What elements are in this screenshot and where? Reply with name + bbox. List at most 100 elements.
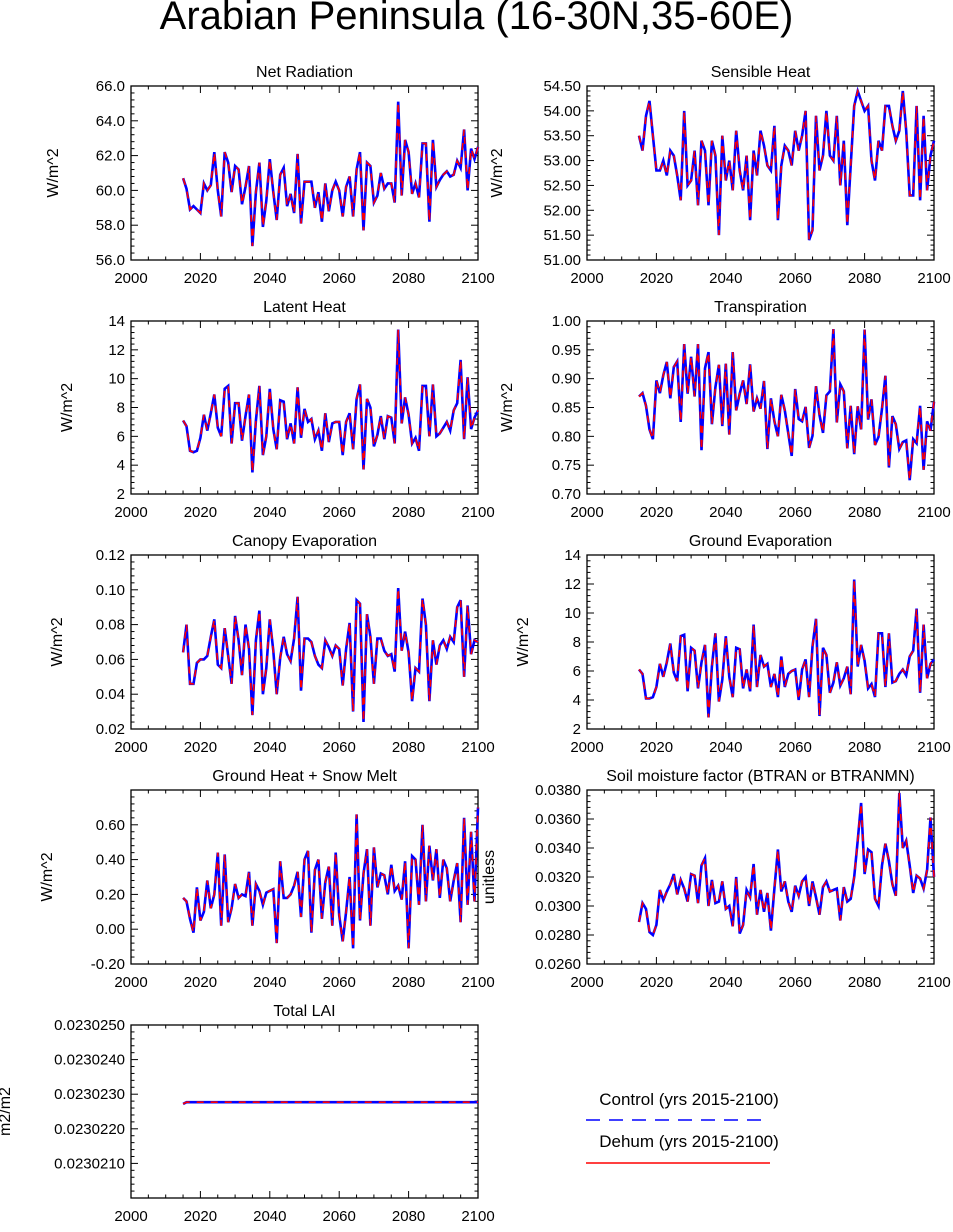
figure-title: Arabian Peninsula (16-30N,35-60E) — [159, 0, 794, 38]
y-tick-label: 0.00 — [96, 921, 125, 938]
x-tick-label: 2100 — [461, 270, 494, 287]
y-tick-label: 0.95 — [552, 342, 581, 359]
x-tick-label: 2100 — [917, 270, 950, 287]
y-tick-label: 10 — [108, 371, 125, 388]
y-tick-label: 6 — [117, 428, 125, 445]
panel-title: Total LAI — [273, 1003, 335, 1020]
y-tick-label: 52.50 — [543, 177, 581, 194]
panel-title: Canopy Evaporation — [232, 533, 377, 550]
control-series-line — [638, 329, 936, 481]
x-tick-label: 2060 — [779, 270, 812, 287]
control-series-line — [181, 101, 480, 247]
y-tick-label: 0.20 — [96, 886, 125, 903]
y-tick-label: 53.00 — [543, 153, 581, 170]
x-tick-label: 2020 — [184, 974, 217, 991]
y-tick-label: 0.0300 — [535, 898, 581, 915]
panel-title: Net Radiation — [256, 64, 353, 81]
x-tick-label: 2020 — [184, 1208, 217, 1225]
x-tick-label: 2040 — [709, 974, 742, 991]
x-tick-label: 2060 — [323, 739, 356, 756]
x-tick-label: 2020 — [640, 504, 673, 521]
control-series-line — [182, 1100, 478, 1106]
x-tick-label: 2040 — [253, 974, 286, 991]
y-axis-label: m2/m2 — [0, 1087, 14, 1136]
dehum-series-line — [182, 588, 479, 723]
y-tick-label: 0.0230210 — [54, 1155, 125, 1172]
plot-frame — [130, 320, 479, 495]
y-tick-label: 62.0 — [96, 148, 125, 165]
dehum-series-line — [638, 329, 935, 481]
y-tick-label: 0.0340 — [535, 840, 581, 857]
x-tick-label: 2100 — [917, 504, 950, 521]
y-tick-label: 2 — [117, 486, 125, 503]
x-tick-label: 2000 — [114, 270, 147, 287]
x-tick-label: 2000 — [570, 270, 603, 287]
x-tick-label: 2100 — [461, 974, 494, 991]
y-tick-label: 0.0280 — [535, 927, 581, 944]
control-series-line — [181, 588, 479, 723]
x-tick-label: 2060 — [323, 270, 356, 287]
y-tick-label: 66.0 — [96, 78, 125, 95]
y-axis-label: W/m^2 — [499, 383, 516, 432]
y-tick-label: 64.0 — [96, 113, 125, 130]
legend: Control (yrs 2015-2100) Dehum (yrs 2015-2… — [586, 1090, 779, 1164]
chart-panel-6: Ground Evaporation W/m^2 2000 2020 2040 2060 2… — [515, 533, 951, 756]
y-axis-label: unitless — [481, 850, 498, 904]
y-tick-label: 0.12 — [96, 547, 125, 564]
control-series-line — [637, 792, 936, 938]
x-tick-label: 2020 — [640, 974, 673, 991]
y-tick-label: 0.0380 — [535, 782, 581, 799]
y-tick-label: 0.40 — [96, 852, 125, 869]
x-tick-label: 2060 — [323, 504, 356, 521]
y-tick-label: 0.06 — [96, 651, 125, 668]
y-tick-label: 0.08 — [96, 617, 125, 634]
x-tick-label: 2080 — [848, 504, 881, 521]
y-tick-label: 0.0230220 — [54, 1121, 125, 1138]
x-tick-label: 2080 — [848, 974, 881, 991]
dehum-series-line — [638, 792, 935, 937]
y-tick-label: 0.10 — [96, 582, 125, 599]
panel-title: Ground Heat + Snow Melt — [212, 768, 397, 785]
y-axis-label: W/m^2 — [45, 148, 62, 197]
y-tick-label: 12 — [564, 576, 581, 593]
y-axis-label: W/m^2 — [39, 852, 56, 901]
x-tick-label: 2040 — [253, 504, 286, 521]
y-tick-label: 56.0 — [96, 252, 125, 269]
x-tick-label: 2100 — [461, 739, 494, 756]
x-tick-label: 2020 — [184, 504, 217, 521]
x-tick-label: 2080 — [392, 739, 425, 756]
chart-panel-5: Canopy Evaporation W/m^2 2000 2020 2040 2060 2… — [49, 533, 495, 756]
y-tick-label: 2 — [573, 721, 581, 738]
y-tick-label: 60.0 — [96, 182, 125, 199]
chart-panel-8: Soil moisture factor (BTRAN or BTRANMN) u… — [481, 768, 951, 991]
y-tick-label: 14 — [108, 313, 125, 330]
x-tick-label: 2000 — [114, 504, 147, 521]
y-tick-label: 10 — [564, 605, 581, 622]
legend-label-dehum: Dehum (yrs 2015-2100) — [599, 1132, 779, 1151]
y-tick-label: 54.50 — [543, 78, 581, 95]
y-axis-label: W/m^2 — [49, 617, 66, 666]
y-tick-label: 52.00 — [543, 202, 581, 219]
y-tick-label: 8 — [573, 634, 581, 651]
dehum-series-line — [182, 807, 479, 949]
plot-frame — [130, 1024, 479, 1199]
dehum-series-line — [182, 329, 479, 473]
y-tick-label: 4 — [117, 457, 125, 474]
y-tick-label: 6 — [573, 663, 581, 680]
y-tick-label: 0.75 — [552, 457, 581, 474]
y-axis-label: W/m^2 — [59, 383, 76, 432]
panel-title: Ground Evaporation — [689, 533, 832, 550]
y-tick-label: 0.0230240 — [54, 1052, 125, 1069]
legend-label-control: Control (yrs 2015-2100) — [599, 1090, 779, 1109]
chart-panel-7: Ground Heat + Snow Melt W/m^2 2000 2020 2040… — [39, 768, 495, 991]
plot-frame — [586, 85, 935, 261]
y-tick-label: 0.0230250 — [54, 1017, 125, 1034]
x-tick-label: 2060 — [779, 974, 812, 991]
x-tick-label: 2000 — [114, 739, 147, 756]
x-tick-label: 2080 — [392, 1208, 425, 1225]
y-tick-label: 0.60 — [96, 817, 125, 834]
x-tick-label: 2040 — [709, 504, 742, 521]
x-tick-label: 2000 — [114, 974, 147, 991]
y-tick-label: 0.90 — [552, 371, 581, 388]
x-tick-label: 2020 — [184, 739, 217, 756]
